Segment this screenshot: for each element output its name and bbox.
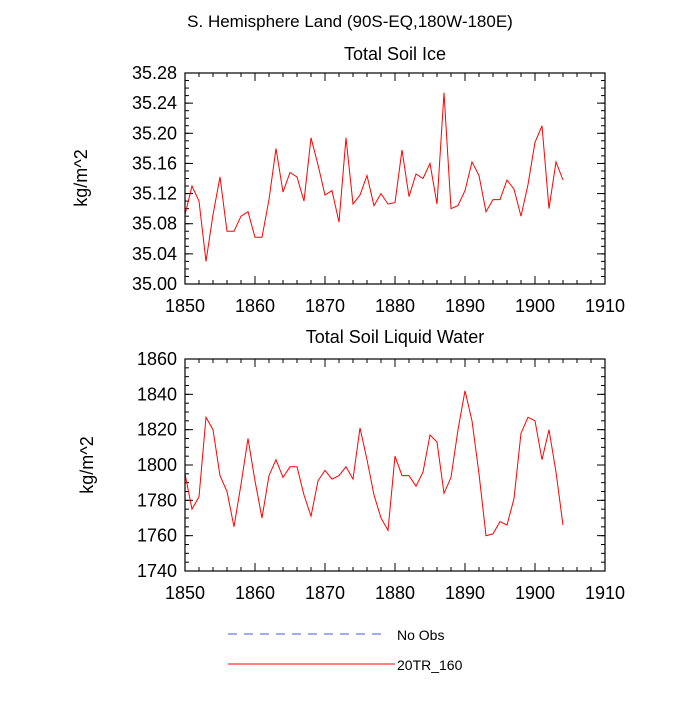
x-tick-label: 1870 (305, 583, 345, 603)
x-tick-label: 1860 (235, 296, 275, 316)
y-tick-label: 1740 (137, 561, 177, 581)
x-tick-label: 1890 (445, 296, 485, 316)
y-tick-label: 35.20 (132, 123, 177, 143)
axis-ticks (184, 72, 606, 285)
plot-frame (184, 72, 606, 285)
y-tick-label: 1820 (137, 420, 177, 440)
y-tick-label: 35.12 (132, 184, 177, 204)
x-tick-label: 1860 (235, 583, 275, 603)
legend-label-model: 20TR_160 (397, 657, 463, 673)
plot-lines (184, 92, 564, 262)
x-tick-label: 1910 (585, 296, 625, 316)
x-tick-label: 1890 (445, 583, 485, 603)
y-tick-label: 1840 (137, 384, 177, 404)
axis-tick-labels: 1850 1860 1870 1880 1890 1900 1910 35.00 35.04 35… (132, 63, 625, 316)
y-tick-label: 35.00 (132, 274, 177, 294)
series-line-20tr-160 (184, 92, 564, 262)
x-tick-label: 1880 (375, 583, 415, 603)
axis-tick-labels: 1850 1860 1870 1880 1890 1900 1910 1740 1760 1780… (137, 349, 625, 603)
y-tick-label: 35.28 (132, 63, 177, 83)
panel-title: Total Soil Ice (344, 44, 446, 64)
legend-label-no-obs: No Obs (397, 627, 444, 643)
x-tick-label: 1900 (515, 296, 555, 316)
y-tick-label: 1860 (137, 349, 177, 369)
page-title: S. Hemisphere Land (90S-EQ,180W-180E) (187, 12, 513, 31)
y-axis-label: kg/m^2 (77, 436, 97, 493)
x-tick-label: 1880 (375, 296, 415, 316)
y-tick-label: 35.04 (132, 244, 177, 264)
plot-frame (184, 358, 606, 572)
axis-ticks (184, 358, 606, 572)
y-tick-label: 1800 (137, 455, 177, 475)
x-tick-label: 1900 (515, 583, 555, 603)
panel-total-soil-ice: Total Soil Ice kg/m^2 1850 1860 1870 1880 18… (71, 44, 625, 316)
y-tick-label: 35.08 (132, 214, 177, 234)
plot-lines (184, 390, 564, 537)
y-tick-label: 35.24 (132, 93, 177, 113)
y-axis-label: kg/m^2 (71, 149, 91, 206)
x-tick-label: 1910 (585, 583, 625, 603)
panel-title: Total Soil Liquid Water (306, 327, 484, 347)
x-tick-label: 1870 (305, 296, 345, 316)
y-tick-label: 1780 (137, 490, 177, 510)
legend: No Obs 20TR_160 (228, 627, 463, 673)
series-line-20tr-160 (184, 390, 564, 537)
x-tick-label: 1850 (165, 296, 205, 316)
panel-total-soil-liquid-water: Total Soil Liquid Water kg/m^2 1850 1860 1… (77, 327, 625, 603)
x-tick-label: 1850 (165, 583, 205, 603)
y-tick-label: 35.16 (132, 153, 177, 173)
y-tick-label: 1760 (137, 526, 177, 546)
